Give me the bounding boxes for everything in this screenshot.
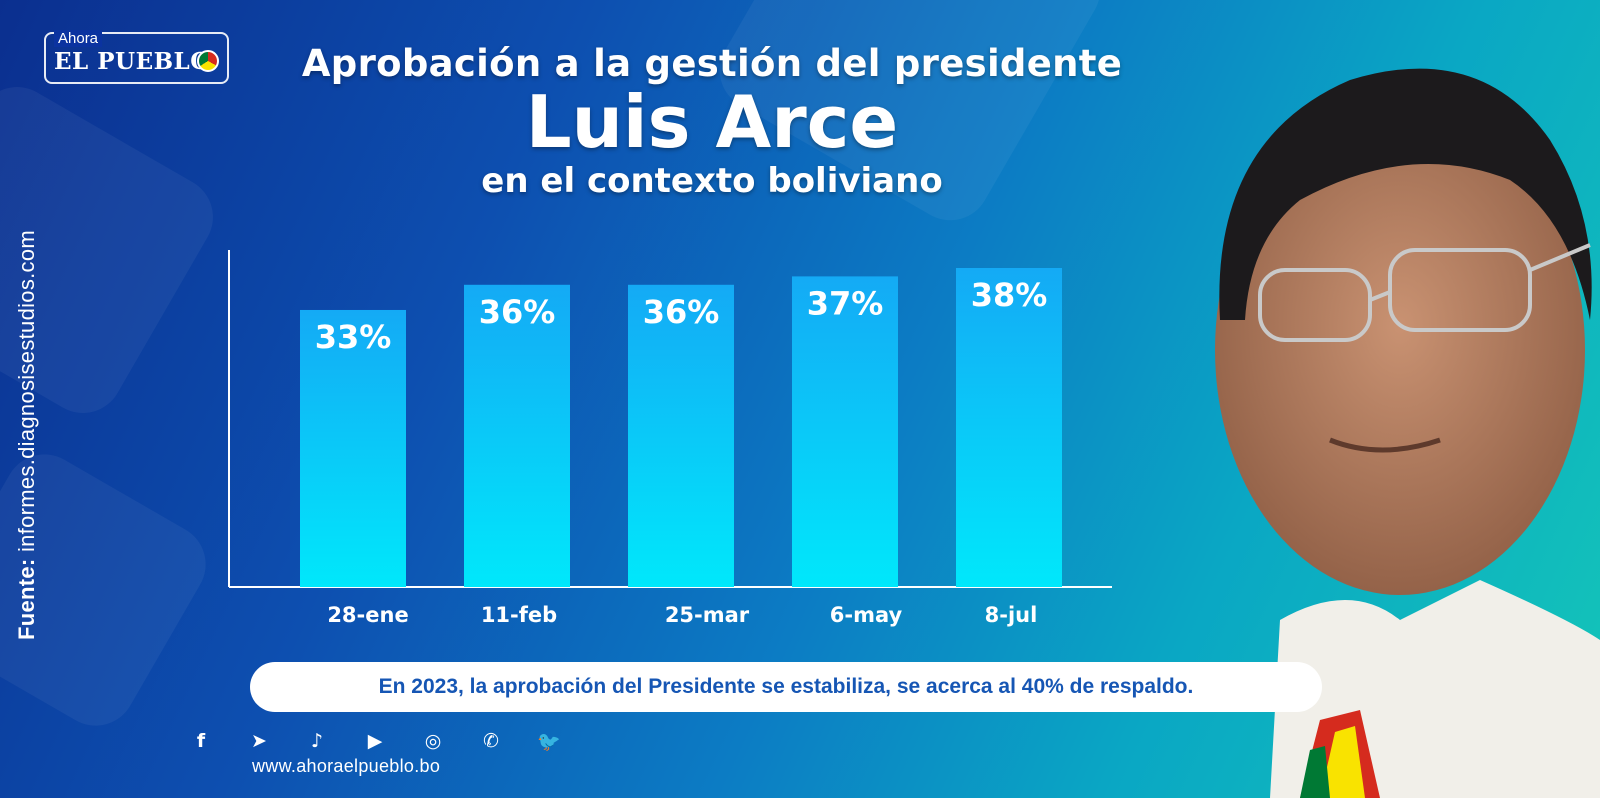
title-line-1: Aprobación a la gestión del presidente <box>301 42 1123 85</box>
tiktok-icon[interactable]: ♪ <box>310 730 324 752</box>
bar-11-feb <box>464 284 570 587</box>
telegram-icon[interactable]: ➤ <box>251 730 267 752</box>
social-icons: f ➤ ♪ ▶ ◎ ✆ 🐦 <box>172 730 578 753</box>
bar-28-ene <box>300 309 406 587</box>
value-label: 33% <box>315 318 392 356</box>
title-line-3: en el contexto boliviano <box>481 160 943 201</box>
x-tick-label: 8-jul <box>985 603 1038 627</box>
twitter-icon[interactable]: 🐦 <box>537 731 561 753</box>
bar-8-jul <box>956 268 1062 587</box>
x-tick-label: 6-may <box>830 603 903 627</box>
logo-small-text: Ahora <box>54 30 103 47</box>
title-line-2: Luis Arce <box>525 80 899 164</box>
logo-main-text: EL PUEBLO <box>54 48 211 75</box>
value-label: 36% <box>643 293 720 331</box>
x-tick-label: 25-mar <box>665 603 750 627</box>
value-label: 38% <box>971 276 1048 314</box>
logo: Ahora EL PUEBLO <box>44 30 229 84</box>
x-tick-label: 11-feb <box>481 603 557 627</box>
instagram-icon[interactable]: ◎ <box>424 730 442 752</box>
whatsapp-icon[interactable]: ✆ <box>483 730 499 752</box>
website-link[interactable]: www.ahoraelpueblo.bo <box>252 756 441 776</box>
title-block: Aprobación a la gestión del presidente L… <box>212 42 1212 201</box>
bar-6-may <box>792 276 898 587</box>
bar-25-mar <box>628 284 734 587</box>
x-tick-label: 28-ene <box>327 603 408 627</box>
summary-note: En 2023, la aprobación del Presidente se… <box>250 662 1322 712</box>
youtube-icon[interactable]: ▶ <box>367 730 383 752</box>
value-label: 36% <box>479 293 556 331</box>
facebook-icon[interactable]: f <box>196 730 206 752</box>
logo-seal-icon <box>197 50 219 72</box>
value-label: 37% <box>807 284 884 322</box>
president-photo <box>1150 20 1600 798</box>
